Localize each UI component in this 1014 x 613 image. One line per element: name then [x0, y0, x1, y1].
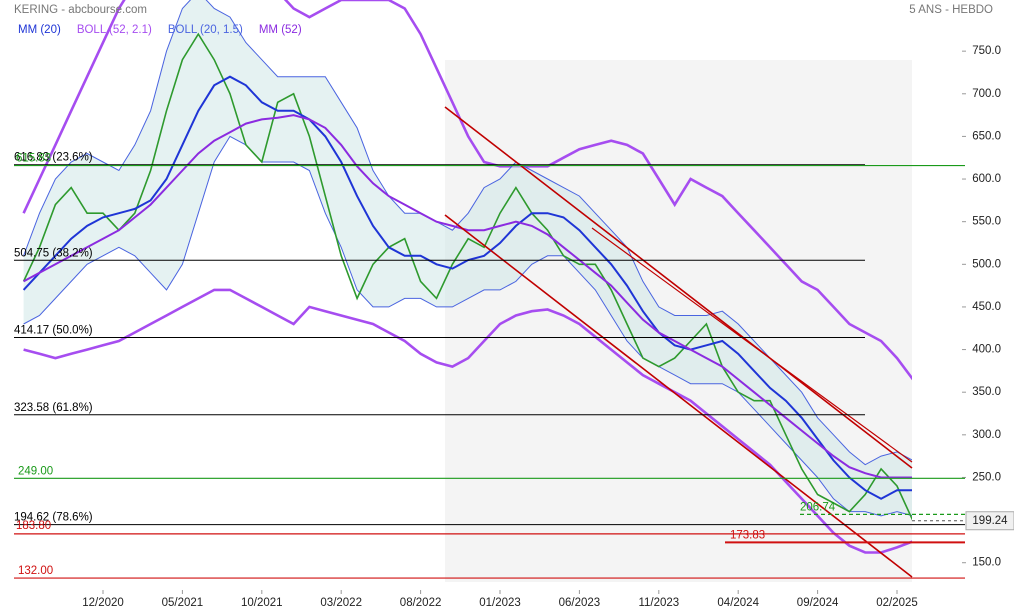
level-label: 194.62 (78.6%): [14, 512, 93, 524]
ma-line: [23, 114, 912, 479]
x-tick-label: 06/2023: [559, 597, 601, 609]
x-tick-label: 01/2023: [479, 597, 521, 609]
legend-entry: BOLL (52, 2.1): [77, 24, 152, 36]
x-tick-label: 02/2025: [876, 597, 918, 609]
y-tick-label: 700.0: [972, 88, 1001, 100]
y-tick-label: 350.0: [972, 386, 1001, 398]
y-tick-label: 450.0: [972, 301, 1001, 313]
legend-entry: BOLL (20, 1.5): [168, 24, 243, 36]
x-tick-label: 09/2024: [797, 597, 839, 609]
y-tick-label: 500.0: [972, 258, 1001, 270]
plot-area: [22, 0, 912, 554]
trend-line: [444, 106, 913, 469]
y-tick-label: 150.0: [972, 557, 1001, 569]
level-label: 323.58 (61.8%): [14, 402, 93, 414]
x-tick-label: 11/2023: [638, 597, 679, 609]
y-tick-label: 550.0: [972, 216, 1001, 228]
y-tick-label: 650.0: [972, 130, 1001, 142]
band-upper: [22, 0, 912, 381]
legend-entry: MM (52): [259, 24, 302, 36]
last-price-label: 199.24: [972, 515, 1008, 527]
level-label: 616.83 (23.6%): [14, 152, 93, 164]
y-tick-label: 750.0: [972, 45, 1001, 57]
level-label: 206.74: [800, 501, 836, 513]
level-label: 414.17 (50.0%): [14, 325, 93, 337]
legend-entry: MM (20): [18, 24, 61, 36]
band-fill: [23, 0, 912, 516]
level-label: 183.80: [16, 520, 51, 532]
x-tick-label: 12/2020: [82, 597, 124, 609]
chart-title: KERING - abcbourse.com: [14, 4, 147, 16]
y-tick-label: 600.0: [972, 173, 1001, 185]
band-upper: [23, 0, 912, 466]
band-lower: [23, 288, 912, 554]
x-tick-label: 03/2022: [320, 597, 362, 609]
chart-subtitle: 5 ANS - HEBDO: [909, 4, 993, 16]
level-label: 249.00: [18, 465, 53, 477]
x-tick-label: 08/2022: [400, 597, 442, 609]
trend-line: [444, 214, 913, 578]
level-label: 173.83: [730, 529, 765, 541]
trend-line: [591, 227, 913, 463]
x-tick-label: 04/2024: [717, 597, 759, 609]
y-tick-label: 250.0: [972, 471, 1001, 483]
last-price-box: [965, 511, 1014, 531]
x-tick-label: 05/2021: [162, 597, 204, 609]
axes: 150.0 250.0 300.0 350.0 400.0 450.0 500.0 550.0…: [82, 45, 1001, 609]
band-lower: [23, 135, 912, 517]
level-label: 615.83: [16, 153, 51, 165]
level-label: 132.00: [18, 565, 53, 577]
x-tick-label: 10/2021: [241, 597, 283, 609]
level-label: 504.75 (38.2%): [14, 247, 93, 259]
y-tick-label: 300.0: [972, 429, 1001, 441]
y-tick-label: 400.0: [972, 344, 1001, 356]
